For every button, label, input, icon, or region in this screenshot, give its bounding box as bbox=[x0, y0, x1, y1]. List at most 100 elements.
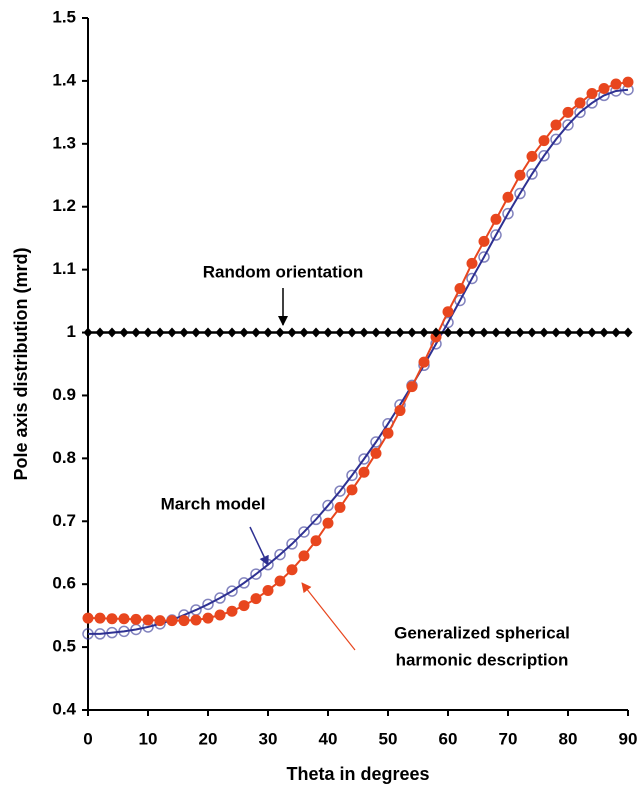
point bbox=[491, 327, 501, 338]
point bbox=[550, 133, 562, 146]
annotation: harmonic description bbox=[396, 650, 569, 669]
y-tick-label: 0.7 bbox=[52, 511, 76, 530]
point bbox=[226, 585, 238, 597]
point bbox=[466, 272, 478, 285]
point bbox=[538, 150, 550, 162]
annotation-arrow bbox=[249, 526, 269, 566]
annotation-arrow bbox=[301, 582, 356, 651]
point bbox=[190, 614, 202, 626]
x-tick-label: 10 bbox=[139, 729, 158, 748]
annotation: March model bbox=[161, 494, 266, 513]
x-tick-label: 0 bbox=[83, 729, 92, 748]
point bbox=[431, 327, 441, 338]
point bbox=[214, 592, 226, 604]
point bbox=[454, 294, 466, 307]
series-line bbox=[88, 81, 629, 622]
point bbox=[467, 327, 477, 338]
point bbox=[250, 568, 262, 580]
point bbox=[395, 327, 405, 338]
point bbox=[298, 550, 310, 562]
point bbox=[323, 327, 333, 338]
point bbox=[574, 97, 586, 109]
point bbox=[106, 613, 118, 625]
point bbox=[239, 327, 249, 338]
point bbox=[299, 327, 309, 338]
point bbox=[334, 501, 346, 513]
point bbox=[142, 614, 154, 626]
point bbox=[347, 327, 357, 338]
point bbox=[286, 538, 298, 550]
point bbox=[130, 613, 142, 625]
y-tick-label: 1.3 bbox=[52, 133, 76, 152]
point bbox=[490, 213, 502, 225]
point bbox=[274, 548, 286, 561]
point bbox=[466, 257, 478, 269]
x-axis-title: Theta in degrees bbox=[286, 764, 429, 784]
point bbox=[370, 447, 382, 459]
point bbox=[526, 150, 538, 162]
point bbox=[454, 283, 466, 295]
point bbox=[478, 251, 490, 263]
point bbox=[95, 327, 105, 338]
point bbox=[143, 327, 153, 338]
point bbox=[178, 615, 190, 627]
y-tick-label: 0.8 bbox=[52, 448, 76, 467]
point bbox=[562, 119, 574, 131]
point bbox=[202, 598, 214, 611]
point bbox=[598, 82, 610, 94]
point bbox=[526, 168, 538, 180]
point bbox=[191, 327, 201, 338]
point bbox=[503, 327, 513, 338]
point bbox=[119, 327, 129, 338]
point bbox=[118, 625, 130, 638]
point bbox=[599, 327, 609, 338]
y-tick-label: 1.4 bbox=[52, 70, 76, 89]
x-tick-label: 20 bbox=[199, 729, 218, 748]
point bbox=[346, 469, 358, 482]
point bbox=[418, 356, 430, 368]
point bbox=[118, 613, 130, 625]
x-tick-label: 90 bbox=[619, 729, 638, 748]
point bbox=[515, 327, 525, 338]
y-tick-label: 0.5 bbox=[52, 637, 76, 656]
point bbox=[383, 327, 393, 338]
point bbox=[82, 612, 94, 624]
y-tick-label: 1.2 bbox=[52, 196, 76, 215]
point bbox=[83, 327, 93, 338]
point bbox=[154, 615, 166, 627]
point bbox=[311, 327, 321, 338]
y-tick-label: 1.5 bbox=[52, 7, 76, 26]
point bbox=[502, 191, 514, 203]
point bbox=[238, 577, 250, 589]
x-tick-label: 60 bbox=[439, 729, 458, 748]
point bbox=[94, 628, 106, 640]
point bbox=[298, 526, 310, 538]
point bbox=[250, 593, 262, 605]
point bbox=[106, 626, 118, 639]
point bbox=[166, 615, 178, 627]
point bbox=[274, 575, 286, 587]
point bbox=[287, 327, 297, 338]
point bbox=[359, 327, 369, 338]
point bbox=[131, 327, 141, 338]
point bbox=[610, 78, 622, 90]
series-line bbox=[88, 88, 629, 635]
point bbox=[443, 327, 453, 338]
point bbox=[203, 327, 213, 338]
point bbox=[263, 327, 273, 338]
point bbox=[238, 600, 250, 612]
point bbox=[335, 327, 345, 338]
plot-area: 0.4 0.5 0.6 0.7 0.8 0.9 1 1.1 1.2 1.3 1.4 1.5 0 10 20 3… bbox=[52, 7, 637, 748]
point bbox=[202, 612, 214, 624]
point bbox=[622, 76, 634, 88]
point bbox=[514, 169, 526, 181]
point bbox=[562, 106, 574, 118]
point bbox=[346, 484, 358, 496]
point bbox=[514, 187, 526, 200]
point bbox=[215, 327, 225, 338]
point bbox=[539, 327, 549, 338]
point bbox=[322, 499, 334, 512]
point bbox=[394, 405, 406, 417]
point bbox=[587, 327, 597, 338]
point bbox=[371, 327, 381, 338]
